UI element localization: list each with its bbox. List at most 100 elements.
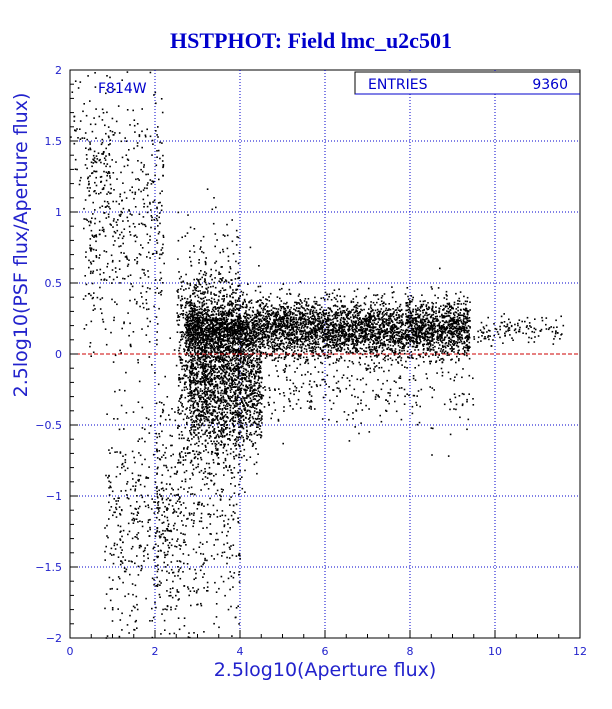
data-point [282, 322, 285, 325]
data-point [295, 322, 297, 324]
data-point [316, 343, 319, 345]
data-point [247, 380, 249, 383]
data-point [219, 322, 221, 324]
data-point [443, 351, 446, 354]
data-point [454, 327, 457, 329]
data-point [246, 334, 249, 336]
data-point [267, 310, 269, 312]
data-point [211, 405, 214, 407]
data-point [197, 311, 200, 313]
data-point [192, 339, 195, 341]
data-point [284, 323, 286, 325]
data-point [397, 353, 400, 355]
data-point [245, 384, 247, 387]
data-point [377, 328, 380, 331]
data-point [272, 333, 274, 335]
data-point [433, 342, 435, 344]
data-point [352, 362, 355, 365]
data-point [396, 327, 399, 329]
data-point [417, 342, 419, 344]
data-point [377, 331, 379, 333]
data-point [360, 320, 363, 323]
data-point [312, 309, 315, 312]
data-point [284, 330, 287, 332]
data-point [297, 295, 300, 297]
data-point [400, 357, 403, 359]
data-point [431, 321, 434, 323]
data-point [201, 350, 204, 353]
data-point [368, 343, 370, 346]
data-point [441, 337, 443, 339]
data-point [452, 348, 454, 351]
data-point [336, 313, 338, 316]
data-point [247, 340, 250, 342]
data-point [294, 350, 296, 352]
data-point [458, 327, 461, 330]
data-point [431, 328, 434, 331]
data-point [299, 355, 302, 357]
data-point [234, 329, 237, 331]
data-point [266, 334, 269, 336]
data-point [453, 318, 455, 321]
data-point [288, 314, 291, 317]
data-point [265, 318, 267, 321]
data-point [440, 358, 442, 360]
data-point [221, 304, 224, 306]
data-point [449, 329, 451, 332]
data-point [365, 367, 367, 370]
data-point [310, 330, 313, 332]
data-point [255, 331, 258, 333]
data-point [288, 364, 291, 367]
data-point [253, 352, 256, 355]
data-point [405, 309, 407, 312]
data-point [243, 341, 245, 344]
data-point [395, 342, 397, 344]
data-point [371, 310, 373, 312]
data-point [363, 308, 365, 311]
data-point [436, 331, 439, 333]
data-point [323, 339, 325, 342]
data-point [245, 310, 247, 312]
data-point [199, 327, 202, 330]
data-point [389, 357, 392, 360]
data-point [231, 333, 234, 336]
data-point [437, 297, 439, 299]
data-point [449, 344, 452, 346]
data-point [439, 333, 441, 336]
data-point [455, 361, 457, 364]
data-point [380, 338, 383, 341]
data-point [283, 330, 286, 333]
data-point [448, 304, 451, 306]
data-point [283, 306, 285, 309]
data-point [351, 339, 354, 341]
data-point [370, 315, 373, 317]
data-point [309, 310, 312, 312]
data-point [343, 295, 346, 298]
data-point [280, 322, 282, 325]
data-point [375, 328, 378, 331]
data-point [281, 316, 283, 319]
data-point [317, 313, 319, 316]
data-point [391, 329, 393, 331]
data-point [333, 344, 336, 347]
data-point [380, 308, 383, 310]
data-point [411, 314, 414, 317]
data-point [305, 301, 308, 303]
data-point [442, 326, 445, 329]
data-point [203, 318, 206, 320]
data-point [429, 325, 432, 328]
data-point [370, 304, 372, 306]
data-point [386, 334, 389, 337]
data-point [208, 324, 210, 326]
data-point [407, 338, 410, 341]
data-point [411, 345, 414, 348]
data-point [191, 380, 193, 382]
data-point [202, 361, 204, 364]
data-point [253, 329, 256, 332]
data-point [198, 325, 200, 327]
data-point [306, 359, 309, 362]
data-point [454, 322, 456, 324]
data-point [236, 350, 238, 352]
data-point [299, 363, 302, 366]
data-point [263, 307, 265, 310]
